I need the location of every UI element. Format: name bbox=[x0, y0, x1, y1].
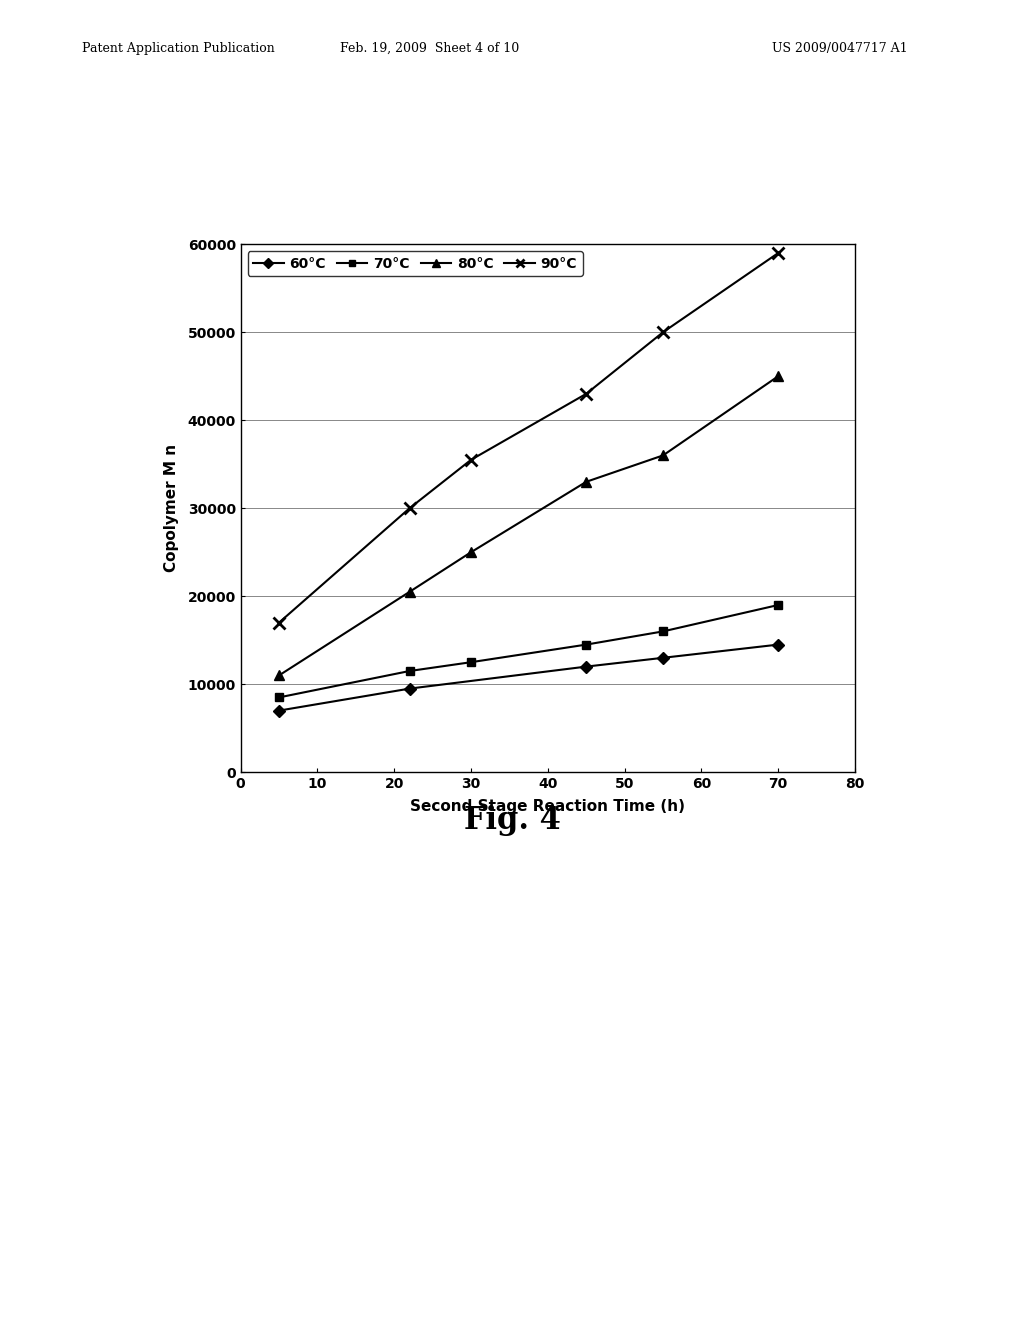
60°C bbox=[772, 636, 784, 652]
Y-axis label: Copolymer M n: Copolymer M n bbox=[164, 444, 179, 573]
70°C bbox=[465, 655, 477, 671]
90°C bbox=[580, 385, 592, 401]
Text: Feb. 19, 2009  Sheet 4 of 10: Feb. 19, 2009 Sheet 4 of 10 bbox=[340, 42, 520, 55]
Legend: 60°C, 70°C, 80°C, 90°C: 60°C, 70°C, 80°C, 90°C bbox=[248, 251, 583, 276]
X-axis label: Second Stage Reaction Time (h): Second Stage Reaction Time (h) bbox=[411, 800, 685, 814]
80°C bbox=[465, 544, 477, 560]
60°C bbox=[272, 702, 285, 718]
Text: Fig. 4: Fig. 4 bbox=[464, 805, 560, 836]
70°C bbox=[272, 689, 285, 705]
Line: 80°C: 80°C bbox=[274, 371, 783, 680]
60°C bbox=[580, 659, 592, 675]
70°C bbox=[657, 623, 670, 639]
70°C bbox=[580, 636, 592, 652]
70°C bbox=[772, 597, 784, 612]
Line: 60°C: 60°C bbox=[274, 640, 782, 714]
90°C bbox=[403, 500, 416, 516]
Text: US 2009/0047717 A1: US 2009/0047717 A1 bbox=[772, 42, 907, 55]
Line: 90°C: 90°C bbox=[273, 247, 783, 628]
90°C bbox=[272, 615, 285, 631]
90°C bbox=[657, 325, 670, 341]
60°C bbox=[657, 649, 670, 665]
80°C bbox=[580, 474, 592, 490]
60°C bbox=[403, 681, 416, 697]
80°C bbox=[657, 447, 670, 463]
80°C bbox=[272, 668, 285, 684]
Text: Patent Application Publication: Patent Application Publication bbox=[82, 42, 274, 55]
90°C bbox=[772, 246, 784, 261]
80°C bbox=[403, 583, 416, 599]
Line: 70°C: 70°C bbox=[274, 601, 782, 701]
90°C bbox=[465, 451, 477, 467]
80°C bbox=[772, 368, 784, 384]
70°C bbox=[403, 663, 416, 678]
